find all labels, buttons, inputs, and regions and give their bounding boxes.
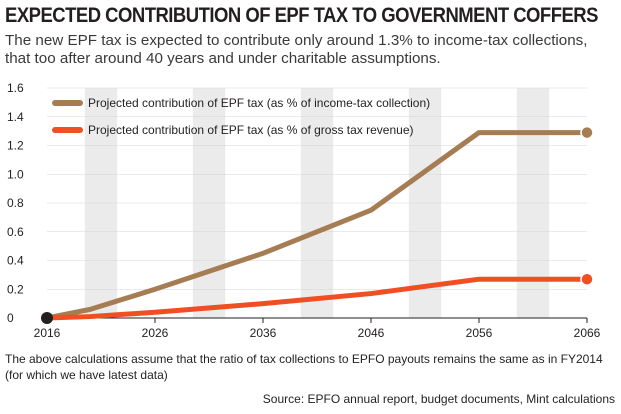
- series-line-2: [44, 276, 590, 321]
- series-start-point: [41, 312, 53, 324]
- x-axis-ticks: 2016 2026 2036 2046 2056 2066: [34, 318, 601, 340]
- y-tick-label: 0: [7, 311, 14, 325]
- series-lines: [44, 130, 590, 321]
- y-axis-ticks: 0 0.2 0.4 0.6 0.8 1.0 1.2 1.4 1.6: [7, 81, 24, 325]
- x-tick-label: 2056: [466, 326, 493, 340]
- grid-lines: [47, 87, 587, 319]
- x-tick-label: 2036: [250, 326, 277, 340]
- series-end-point-2: [580, 272, 594, 286]
- x-tick-label: 2016: [34, 326, 61, 340]
- legend: Projected contribution of EPF tax (as % …: [52, 96, 430, 137]
- chart-subtitle: The new EPF tax is expected to contribut…: [5, 32, 588, 67]
- chart-title: EXPECTED CONTRIBUTION OF EPF TAX TO GOVE…: [5, 3, 598, 27]
- y-tick-label: 0.8: [7, 196, 24, 210]
- y-tick-label: 1.0: [7, 167, 24, 181]
- source-note: Source: EPFO annual report, budget docum…: [262, 392, 615, 406]
- legend-label-2: Projected contribution of EPF tax (as % …: [88, 123, 414, 137]
- y-tick-label: 0.2: [7, 282, 24, 296]
- y-tick-label: 1.6: [7, 81, 24, 95]
- x-tick-label: 2046: [358, 326, 385, 340]
- legend-label-1: Projected contribution of EPF tax (as % …: [88, 96, 430, 110]
- y-tick-label: 0.6: [7, 225, 24, 239]
- x-tick-label: 2026: [142, 326, 169, 340]
- line-chart: 00.20.40.60.81.01.21.41.6 2016 2026 2036 20…: [7, 81, 601, 340]
- y-tick-label: 1.4: [7, 110, 24, 124]
- footnote: The above calculations assume that the r…: [5, 352, 603, 382]
- x-tick-label: 2066: [574, 326, 601, 340]
- y-tick-label: 0.4: [7, 254, 24, 268]
- y-tick-label: 1.2: [7, 139, 24, 153]
- series-points: [41, 125, 594, 324]
- series-end-point-1: [580, 125, 594, 140]
- series-line-1: [44, 130, 590, 321]
